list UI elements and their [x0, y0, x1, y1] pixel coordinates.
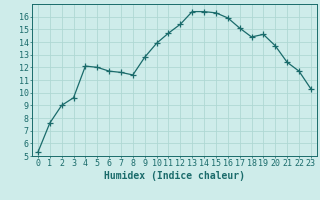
X-axis label: Humidex (Indice chaleur): Humidex (Indice chaleur): [104, 171, 245, 181]
